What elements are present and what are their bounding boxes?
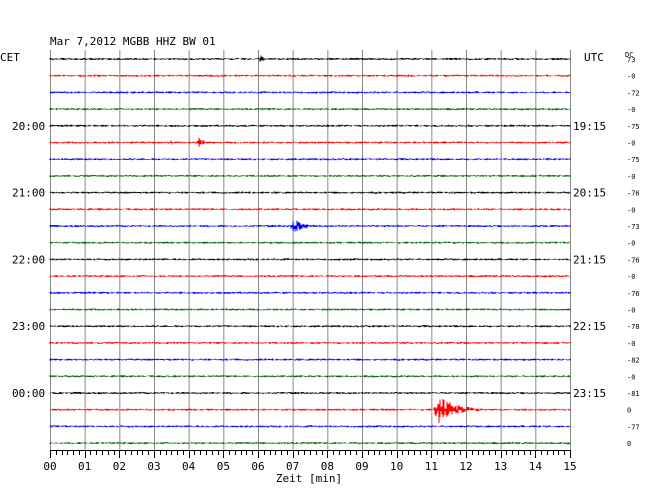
right-hour-label: 21:15 xyxy=(573,253,606,266)
trace-17 xyxy=(49,341,571,344)
trace-6 xyxy=(49,158,571,161)
trace-0 xyxy=(49,55,571,62)
trace-14 xyxy=(49,291,571,294)
x-tick-label: 11 xyxy=(425,460,438,473)
x-tick-label: 10 xyxy=(390,460,403,473)
dc-offset-label: 73 xyxy=(627,56,635,64)
trace-8 xyxy=(49,191,571,194)
x-tick-label: 01 xyxy=(78,460,91,473)
trace-5 xyxy=(49,137,571,147)
trace-lines xyxy=(49,55,571,445)
x-axis-label: Zeit [min] xyxy=(276,472,342,485)
right-hour-label: 22:15 xyxy=(573,320,606,333)
chart-title: Mar 7,2012 MGBB HHZ BW 01 xyxy=(50,35,216,48)
dc-offset-label: -76 xyxy=(627,256,640,264)
trace-23 xyxy=(49,442,571,445)
dc-label: DC xyxy=(625,51,633,59)
left-hour-label: 22:00 xyxy=(12,253,45,266)
dc-offset-label: -0 xyxy=(627,173,635,181)
trace-12 xyxy=(49,258,571,261)
trace-16 xyxy=(49,325,571,328)
right-hour-label: 20:15 xyxy=(573,187,606,200)
grid-lines xyxy=(50,50,571,450)
dc-offset-label: -0 xyxy=(627,240,635,248)
trace-22 xyxy=(49,425,571,428)
dc-offset-label: -0 xyxy=(627,140,635,148)
trace-19 xyxy=(49,375,571,378)
trace-13 xyxy=(49,275,571,278)
dc-offset-label: -76 xyxy=(627,290,640,298)
x-tick-label: 04 xyxy=(182,460,196,473)
dc-offset-label: -82 xyxy=(627,357,640,365)
x-tick-label: 14 xyxy=(529,460,543,473)
dc-offset-label: 0 xyxy=(627,407,631,415)
x-tick-label: 06 xyxy=(251,460,264,473)
right-timezone-label: UTC xyxy=(584,51,604,64)
dc-offset-label: -0 xyxy=(627,340,635,348)
trace-9 xyxy=(49,208,571,211)
trace-20 xyxy=(49,391,571,395)
dc-offset-label: -0 xyxy=(627,373,635,381)
x-tick-label: 08 xyxy=(321,460,334,473)
x-tick-label: 13 xyxy=(494,460,507,473)
trace-21 xyxy=(49,399,571,423)
x-tick-label: 15 xyxy=(563,460,576,473)
trace-18 xyxy=(49,358,571,361)
x-tick-label: 02 xyxy=(113,460,126,473)
x-tick-label: 05 xyxy=(217,460,230,473)
dc-offset-label: -0 xyxy=(627,106,635,114)
dc-offset-label: -75 xyxy=(627,123,640,131)
dc-offset-label: -0 xyxy=(627,206,635,214)
left-hour-label: 00:00 xyxy=(12,387,45,400)
dc-offset-label: 0 xyxy=(627,440,631,448)
trace-10 xyxy=(49,220,571,232)
dc-offset-label: -76 xyxy=(627,190,640,198)
hour-labels: 73 -0 -72 -0 -75 -0 -75 -0 -76 -0 -73 -0 -76 -0 -76 -0 -… xyxy=(12,56,640,448)
trace-2 xyxy=(49,91,571,94)
x-tick-label: 00 xyxy=(43,460,56,473)
trace-3 xyxy=(49,108,571,111)
right-hour-label: 23:15 xyxy=(573,387,606,400)
trace-15 xyxy=(49,308,571,311)
x-tick-label: 12 xyxy=(459,460,472,473)
left-hour-label: 21:00 xyxy=(12,187,45,200)
dc-offset-label: -72 xyxy=(627,89,640,97)
left-hour-label: 23:00 xyxy=(12,320,45,333)
left-timezone-label: CET xyxy=(0,51,20,64)
x-axis: 00 01 02 03 04 05 06 07 08 09 10 11 12 13 14 15 xyxy=(43,450,577,473)
dc-offset-label: -0 xyxy=(627,273,635,281)
trace-4 xyxy=(49,124,571,127)
x-tick-label: 03 xyxy=(147,460,160,473)
trace-11 xyxy=(49,241,571,244)
dc-offset-label: -81 xyxy=(627,390,640,398)
x-tick-label: 09 xyxy=(355,460,368,473)
trace-7 xyxy=(49,174,571,177)
dc-offset-label: -75 xyxy=(627,156,640,164)
dc-offset-label: -77 xyxy=(627,423,640,431)
dc-offset-label: -0 xyxy=(627,73,635,81)
left-hour-label: 20:00 xyxy=(12,120,45,133)
dc-offset-label: -78 xyxy=(627,323,640,331)
trace-1 xyxy=(49,74,571,77)
right-hour-label: 19:15 xyxy=(573,120,606,133)
x-tick-label: 07 xyxy=(286,460,299,473)
dc-offset-label: -0 xyxy=(627,307,635,315)
dc-offset-label: -73 xyxy=(627,223,640,231)
